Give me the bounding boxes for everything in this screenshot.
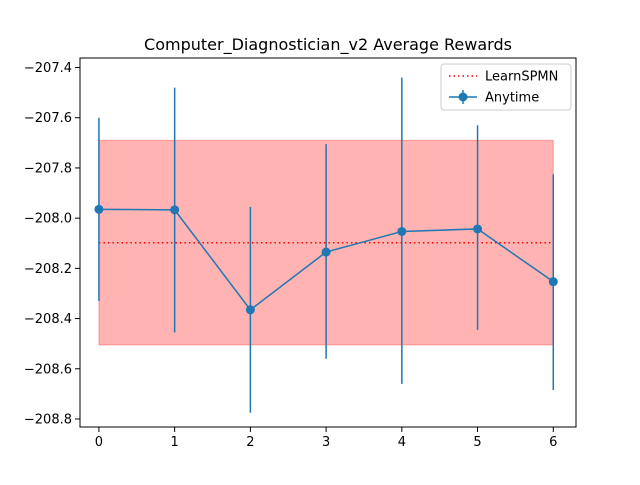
anytime-point xyxy=(548,277,558,287)
x-tick-label: 1 xyxy=(171,435,179,450)
chart-title: Computer_Diagnostician_v2 Average Reward… xyxy=(144,35,512,55)
x-tick-label: 0 xyxy=(95,435,103,450)
axes-frame xyxy=(79,57,577,428)
legend: LearnSPMN Anytime xyxy=(440,63,572,111)
y-tick-label: −207.8 xyxy=(24,161,72,176)
legend-learnspmn-label: LearnSPMN xyxy=(485,70,558,85)
y-tick-label: −208.0 xyxy=(24,212,72,227)
anytime-point xyxy=(473,224,483,234)
y-tick-label: −207.4 xyxy=(24,61,72,76)
anytime-point xyxy=(321,247,331,257)
legend-anytime-swatch-marker xyxy=(458,92,468,102)
x-tick-label: 6 xyxy=(549,435,557,450)
anytime-point xyxy=(397,226,407,236)
legend-box xyxy=(440,63,572,111)
anytime-point xyxy=(94,204,104,214)
x-tick-label: 5 xyxy=(473,435,481,450)
anytime-point xyxy=(245,305,255,315)
plot-area: 0 1 2 3 4 5 6 −207.4 −207.6 −207.8 −208.0 −208.2 −20… xyxy=(24,57,577,450)
y-tick-label: −208.2 xyxy=(24,262,72,277)
x-tick-label: 2 xyxy=(246,435,254,450)
x-tick-label: 4 xyxy=(398,435,406,450)
anytime-point xyxy=(170,205,180,215)
y-tick-label: −208.6 xyxy=(24,362,72,377)
y-tick-label: −208.4 xyxy=(24,312,72,327)
y-tick-label: −207.6 xyxy=(24,111,72,126)
x-tick-label: 3 xyxy=(322,435,330,450)
y-tick-label: −208.8 xyxy=(24,412,72,427)
legend-anytime-label: Anytime xyxy=(485,91,539,106)
